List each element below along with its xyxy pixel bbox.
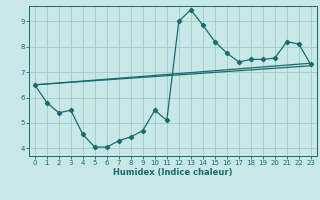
X-axis label: Humidex (Indice chaleur): Humidex (Indice chaleur) <box>113 168 233 177</box>
